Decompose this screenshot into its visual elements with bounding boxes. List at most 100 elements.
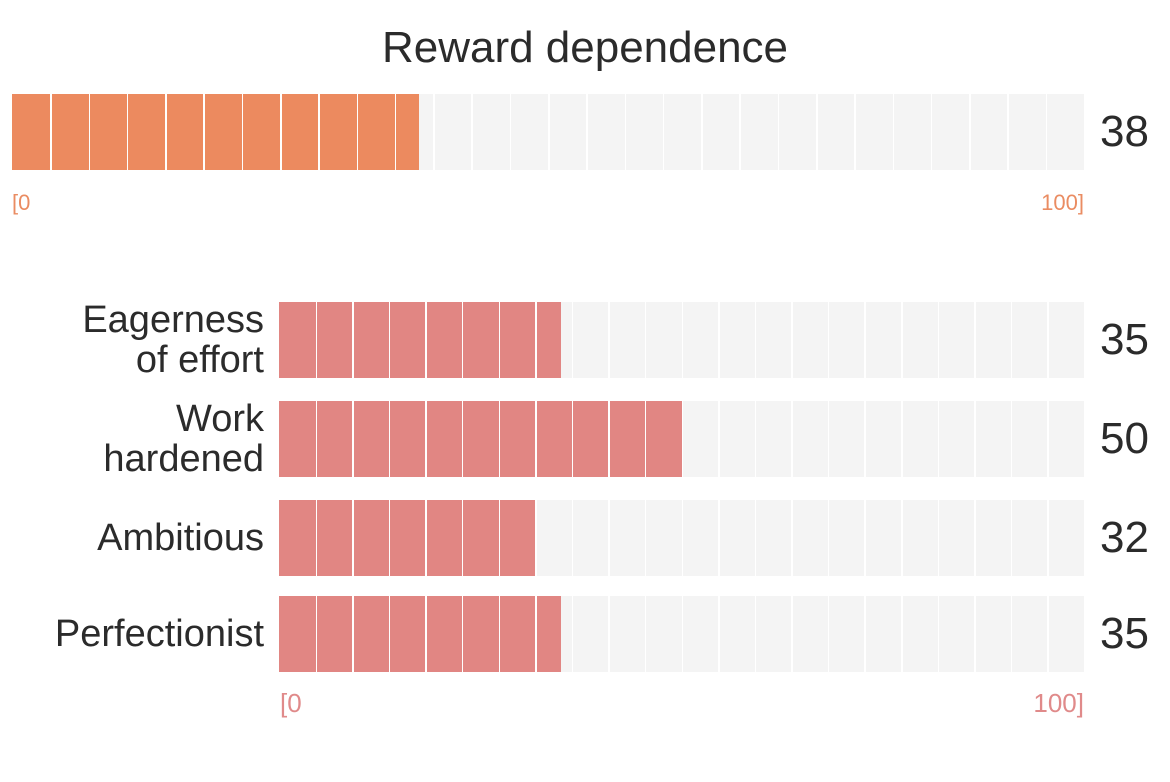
bar-segment-divider [241, 94, 244, 170]
bar-segment-divider [535, 500, 537, 576]
main-bar-value: 38 [1100, 107, 1149, 156]
bar-segment-divider [388, 500, 391, 576]
bar-segment-divider [827, 596, 830, 672]
bar-segment-divider [816, 94, 818, 170]
row-label-line: hardened [103, 438, 264, 480]
bar-segment-divider [608, 302, 610, 378]
row-label: Perfectionist [0, 596, 264, 672]
main-bar-fill [12, 94, 420, 170]
bar-segment-divider [352, 500, 354, 576]
bar-segment-divider [461, 302, 464, 378]
row-label-line: Work [176, 398, 264, 440]
bar-segment-divider [901, 302, 903, 378]
row-label: Work hardened [0, 398, 264, 480]
bar-segment-divider [739, 94, 741, 170]
row-bar-fill [279, 401, 682, 477]
bar-segment-divider [352, 596, 354, 672]
bar-segment-divider [718, 302, 720, 378]
bar-segment-divider [718, 500, 720, 576]
bar-segment-divider [548, 94, 550, 170]
bar-segment-divider [1010, 596, 1013, 672]
bar-segment-divider [571, 401, 574, 477]
bar-segment-divider [974, 596, 976, 672]
bar-segment-divider [461, 401, 464, 477]
row-label-line: Perfectionist [54, 613, 264, 655]
bar-segment-divider [864, 302, 866, 378]
bar-segment-divider [1045, 94, 1048, 170]
bar-segment-divider [315, 302, 318, 378]
row-value: 50 [1100, 414, 1149, 463]
bar-segment-divider [608, 401, 610, 477]
bar-segment-divider [718, 401, 720, 477]
bar-segment-divider [681, 401, 683, 477]
bar-segment-divider [937, 500, 940, 576]
bar-segment-divider [608, 596, 610, 672]
sub-range-max-label: 100] [1033, 688, 1084, 718]
bar-segment-divider [662, 94, 665, 170]
bar-segment-divider [498, 302, 501, 378]
bar-segment-divider [827, 302, 830, 378]
row-value: 35 [1100, 315, 1149, 364]
bar-segment-divider [388, 596, 391, 672]
bar-segment-divider [974, 500, 976, 576]
bar-segment-divider [509, 94, 512, 170]
bar-segment-divider [535, 302, 537, 378]
bar-segment-divider [624, 94, 627, 170]
bar-segment-divider [315, 500, 318, 576]
bar-segment-divider [356, 94, 359, 170]
bar-segment-divider [791, 302, 793, 378]
bar-segment-divider [1047, 500, 1049, 576]
bar-segment-divider [203, 94, 205, 170]
bar-segment-divider [388, 302, 391, 378]
bar-segment-divider [644, 596, 647, 672]
bar-segment-divider [498, 401, 501, 477]
row-value: 32 [1100, 513, 1149, 562]
bar-segment-divider [425, 596, 427, 672]
bar-segment-divider [701, 94, 703, 170]
bar-segment-divider [280, 94, 282, 170]
bar-segment-divider [571, 596, 574, 672]
bar-segment-divider [1007, 94, 1009, 170]
bar-segment-divider [571, 302, 574, 378]
row-label-line: of effort [135, 339, 264, 381]
row-label-line: Eagerness [82, 299, 264, 341]
bar-segment-divider [425, 401, 427, 477]
bar-segment-divider [901, 500, 903, 576]
bar-segment-divider [644, 500, 647, 576]
bar-segment-divider [88, 94, 91, 170]
bar-segment-divider [791, 500, 793, 576]
bar-segment-divider [791, 401, 793, 477]
main-range-min-label: [0 [12, 190, 31, 215]
bar-segment-divider [1047, 596, 1049, 672]
main-range-max-label: 100] [1041, 190, 1084, 215]
bar-segment-divider [937, 596, 940, 672]
bar-segment-divider [535, 596, 537, 672]
chart-title: Reward dependence [381, 23, 789, 72]
bar-segment-divider [791, 596, 793, 672]
row-value: 35 [1100, 609, 1149, 658]
bar-segment-divider [864, 401, 866, 477]
row-label: Ambitious [0, 500, 264, 576]
bar-segment-divider [864, 500, 866, 576]
bar-segment-divider [969, 94, 971, 170]
bar-segment-divider [937, 401, 940, 477]
bar-segment-divider [930, 94, 933, 170]
bar-segment-divider [754, 500, 757, 576]
bar-segment-divider [571, 500, 574, 576]
bar-segment-divider [718, 596, 720, 672]
bar-segment-divider [586, 94, 588, 170]
bar-segment-divider [754, 596, 757, 672]
row-bar-fill [279, 302, 561, 378]
bar-segment-divider [974, 302, 976, 378]
bar-segment-divider [1010, 500, 1013, 576]
bar-segment-divider [681, 302, 683, 378]
row-bar-track [279, 302, 1084, 378]
bar-segment-divider [50, 94, 52, 170]
bar-segment-divider [854, 94, 856, 170]
bar-segment-divider [901, 401, 903, 477]
bar-segment-divider [681, 596, 683, 672]
row-bar-fill [279, 500, 537, 576]
bar-segment-divider [165, 94, 167, 170]
bar-segment-divider [754, 401, 757, 477]
bar-segment-divider [827, 500, 830, 576]
